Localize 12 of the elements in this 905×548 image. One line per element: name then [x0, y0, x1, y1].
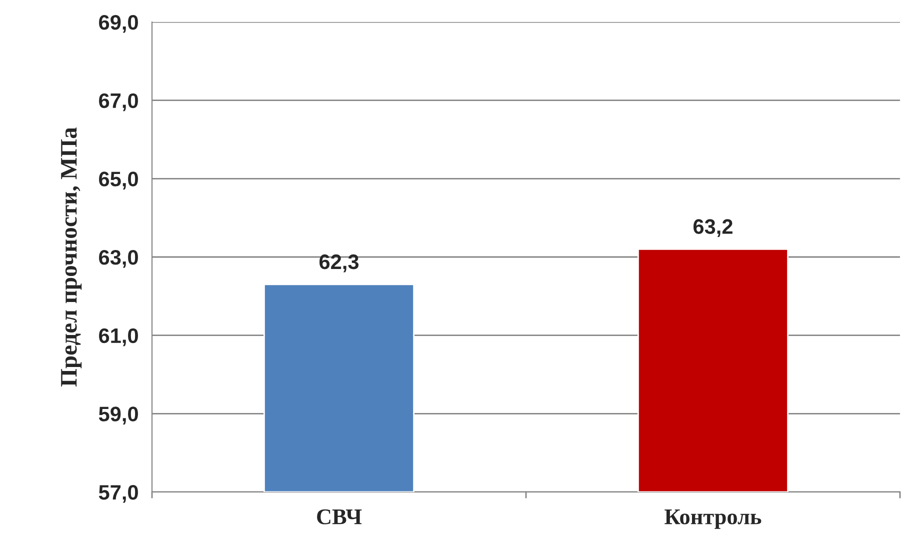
x-tick-label: СВЧ [317, 509, 362, 524]
y-tick-label: 63,0 [99, 250, 138, 268]
y-axis-title: Предел прочности, МПа [61, 127, 82, 386]
y-tick-label: 65,0 [99, 172, 138, 190]
data-label: 63,2 [693, 219, 732, 237]
y-tick-label: 57,0 [98, 485, 138, 503]
y-tick-label: 61,0 [99, 328, 138, 346]
y-tick-label: 67,0 [99, 93, 138, 112]
x-tick-label: Контроль [664, 510, 762, 529]
y-tick-label: 69,0 [99, 15, 138, 33]
y-tick-label: 59,0 [98, 406, 138, 424]
data-label: 62,3 [319, 254, 359, 272]
